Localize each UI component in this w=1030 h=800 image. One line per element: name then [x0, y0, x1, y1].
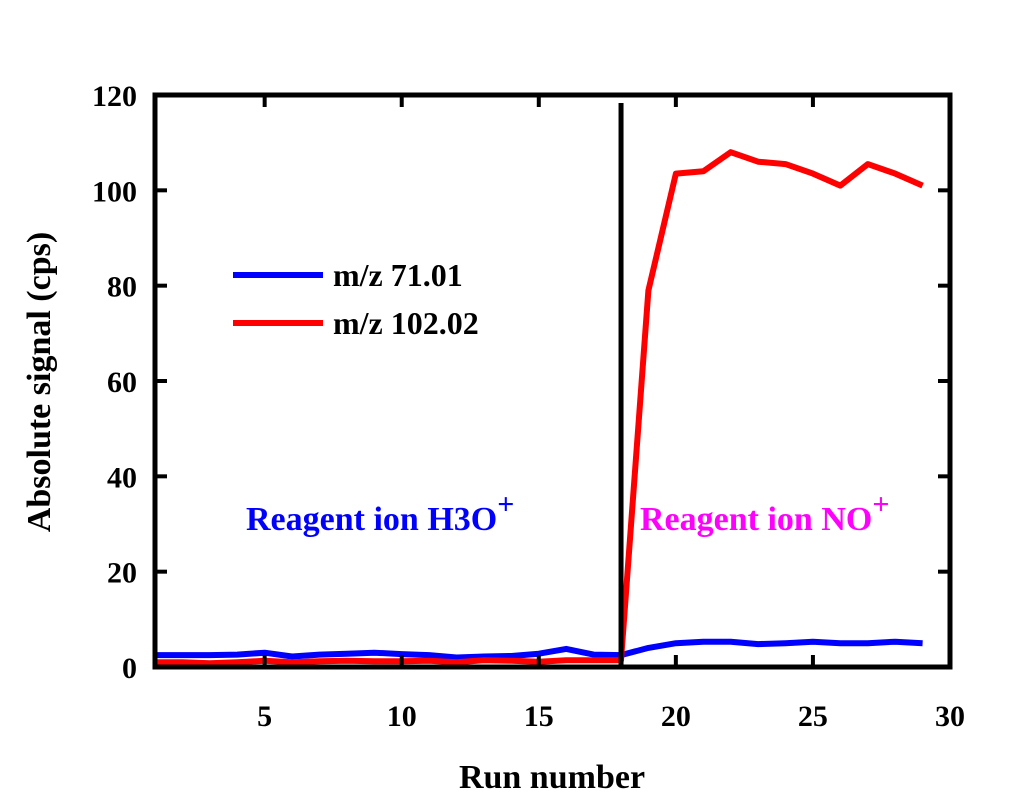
x-tick-label: 20	[661, 700, 691, 733]
legend: m/z 71.01 m/z 102.02	[233, 257, 479, 341]
y-tick-label: 120	[92, 80, 137, 113]
plot-marks: 5 10 15 20 25 30 0 20 40 60 80 100 120	[92, 80, 965, 733]
y-tick-label: 60	[107, 366, 137, 399]
annotation-reagent-ion-no: Reagent ion NO+	[640, 488, 889, 538]
x-tick-label: 10	[387, 700, 417, 733]
series-line-m-z-102-02	[155, 149, 924, 667]
y-tick-label: 0	[122, 652, 137, 685]
y-tick-label: 100	[92, 175, 137, 208]
y-tick-label: 20	[107, 557, 137, 590]
x-tick-label: 30	[935, 700, 965, 733]
y-tick-label: 40	[107, 461, 137, 494]
legend-label-m-z-71-01: m/z 71.01	[333, 257, 463, 293]
series-line-m-z-71-01	[155, 638, 923, 661]
x-axis-label: Run number	[459, 759, 645, 796]
y-tick-label: 80	[107, 271, 137, 304]
annotation-reagent-ion-h3o: Reagent ion H3O+	[246, 488, 514, 538]
x-tick-label: 5	[257, 700, 272, 733]
legend-label-m-z-102-02: m/z 102.02	[333, 305, 479, 341]
x-tick-label: 25	[798, 700, 828, 733]
x-tick-label: 15	[524, 700, 554, 733]
y-axis-label: Absolute signal (cps)	[21, 232, 58, 532]
